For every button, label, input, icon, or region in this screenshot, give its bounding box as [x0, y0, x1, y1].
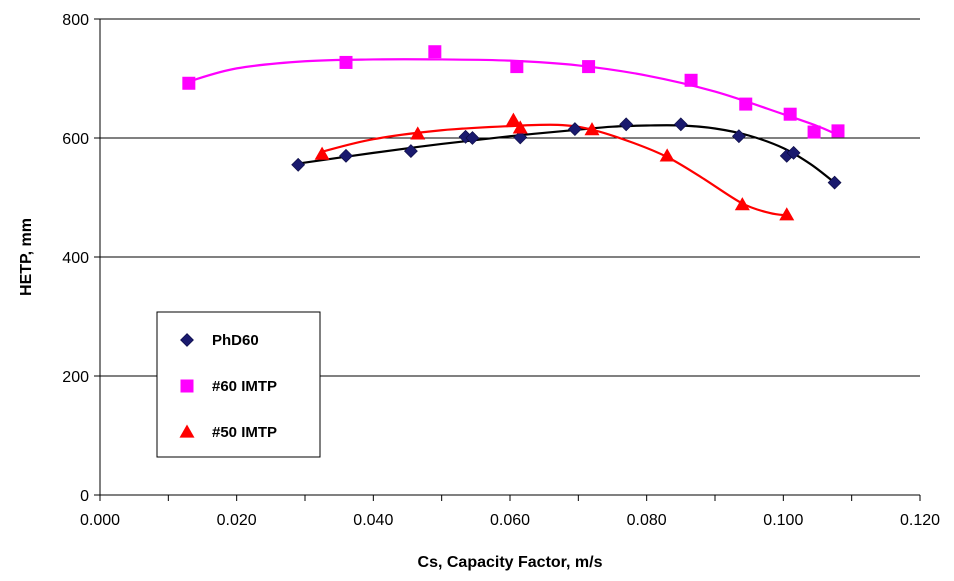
legend-entries: PhD60 #60 IMTP #50 IMTP	[179, 332, 277, 441]
data-point-phd60	[731, 129, 746, 144]
y-tick-label: 200	[62, 369, 89, 386]
data-point-60imtp	[807, 125, 821, 139]
data-point-phd60	[786, 145, 801, 160]
y-tick-label: 0	[80, 488, 89, 505]
data-point-phd60	[513, 130, 528, 145]
tick-labels: 0 200 400 600 800 0.000 0.020 0.040 0.060 0.080 0.…	[62, 12, 940, 529]
axes-layer	[94, 18, 921, 501]
x-tick-label: 0.020	[217, 512, 257, 529]
legend: PhD60 #60 IMTP #50 IMTP	[156, 311, 321, 458]
data-point-60imtp	[182, 76, 196, 90]
data-point-50imtp	[314, 146, 330, 160]
y-tick-label: 800	[62, 12, 89, 29]
data-point-60imtp	[783, 107, 797, 121]
legend-marker-50imtp	[179, 424, 195, 438]
data-point-50imtp	[505, 112, 521, 126]
data-point-phd60	[619, 117, 634, 132]
data-point-60imtp	[510, 60, 524, 74]
data-point-phd60	[465, 131, 480, 145]
x-tick-label: 0.060	[490, 512, 530, 529]
y-axis-title: HETP, mm	[18, 218, 35, 296]
x-tick-label: 0.120	[900, 512, 940, 529]
data-point-50imtp	[584, 122, 600, 136]
legend-label-phd60: PhD60	[212, 332, 259, 349]
data-point-50imtp	[659, 148, 675, 162]
legend-marker-phd60	[180, 333, 194, 347]
data-point-phd60	[339, 148, 353, 163]
data-point-50imtp	[734, 197, 750, 211]
data-point-60imtp	[739, 97, 753, 111]
data-point-60imtp	[684, 73, 698, 87]
data-point-60imtp	[339, 55, 353, 69]
data-point-phd60	[673, 117, 688, 132]
data-point-50imtp	[779, 207, 795, 221]
legend-label-50imtp: #50 IMTP	[212, 424, 277, 441]
x-tick-label: 0.040	[353, 512, 393, 529]
data-markers	[182, 45, 845, 221]
data-point-phd60	[403, 144, 418, 159]
data-point-phd60	[291, 157, 306, 172]
data-point-phd60	[567, 122, 582, 136]
data-point-60imtp	[831, 124, 845, 138]
legend-marker-60imtp	[180, 379, 194, 393]
x-tick-label: 0.100	[763, 512, 803, 529]
y-tick-label: 600	[62, 131, 89, 148]
data-point-50imtp	[410, 126, 426, 140]
x-axis-title: Cs, Capacity Factor, m/s	[418, 554, 603, 571]
x-tick-label: 0.080	[627, 512, 667, 529]
fit-curve-phd60	[298, 124, 836, 184]
y-tick-label: 400	[62, 250, 89, 267]
x-tick-label: 0.000	[80, 512, 120, 529]
data-point-50imtp	[512, 120, 528, 134]
data-point-phd60	[827, 175, 842, 190]
fit-curve-60imtp	[188, 58, 839, 137]
data-point-60imtp	[582, 60, 596, 74]
data-point-60imtp	[428, 45, 442, 59]
legend-label-60imtp: #60 IMTP	[212, 378, 277, 395]
grid-layer	[100, 18, 920, 377]
